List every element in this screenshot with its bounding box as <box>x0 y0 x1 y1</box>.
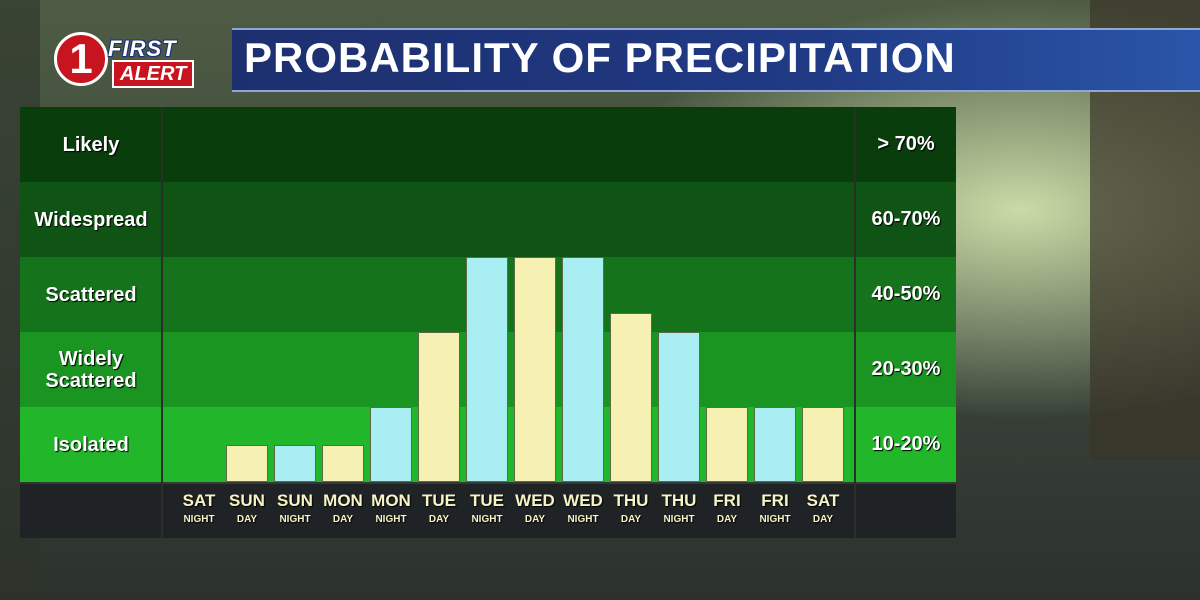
logo-number: 1 <box>69 35 93 82</box>
band-widespread <box>20 182 956 257</box>
tick-label-period: NIGHT <box>663 514 695 525</box>
bar-sun-night <box>274 444 316 482</box>
tick-label-period: DAY <box>812 514 834 525</box>
tick-label-period: NIGHT <box>759 514 791 525</box>
tick-label-day: TUE <box>422 491 456 510</box>
tick-label-period: NIGHT <box>183 514 215 525</box>
tick-label-period: DAY <box>332 514 354 525</box>
chart-bars: SAT NIGHT SUN DAY SUN NIGHT MON DAY MON NIGHT TUE D… <box>20 107 956 538</box>
tick-label-day: FRI <box>713 491 741 510</box>
tick-label-day: TUE <box>470 491 504 510</box>
tick-label-period: DAY <box>524 514 546 525</box>
first-alert-logo: 1 FIRST ALERT <box>52 30 220 90</box>
bar-fri-day <box>706 407 748 482</box>
tick-label-period: NIGHT <box>375 514 407 525</box>
bar-sat-day <box>802 407 844 482</box>
tick-label-day: SAT <box>182 491 216 510</box>
tick-label-period: DAY <box>716 514 738 525</box>
bar-tue-night <box>466 257 508 482</box>
tick-label-period: NIGHT <box>471 514 503 525</box>
tick-label-day: SUN <box>229 491 265 510</box>
tick-label-period: NIGHT <box>567 514 599 525</box>
band-label: Widespread <box>34 208 148 231</box>
tick-label-day: MON <box>323 491 363 510</box>
bar-thu-night <box>658 332 700 482</box>
left-divider <box>161 107 163 538</box>
bar-wed-day <box>514 257 556 482</box>
tick-label-day: THU <box>613 491 649 510</box>
band-range: 60-70% <box>871 208 941 230</box>
logo-word-alert: ALERT <box>112 60 195 88</box>
tick-label-period: DAY <box>428 514 450 525</box>
tick-label-day: WED <box>515 491 555 510</box>
tick-label-day: WED <box>563 491 603 510</box>
tick-label-period: NIGHT <box>279 514 311 525</box>
tick-label-period: DAY <box>236 514 258 525</box>
page-title: PROBABILITY OF PRECIPITATION <box>244 34 956 81</box>
right-divider <box>854 107 856 538</box>
bar-fri-night <box>754 407 796 482</box>
tick-label-day: SAT <box>806 491 840 510</box>
logo-circle <box>54 32 108 86</box>
band-range: 20-30% <box>871 358 941 380</box>
band-label: Isolated <box>53 433 129 456</box>
band-likely <box>20 107 956 182</box>
x-axis <box>20 484 956 538</box>
band-range: 10-20% <box>871 433 941 455</box>
band-range: 40-50% <box>871 283 941 305</box>
tick-label-day: FRI <box>761 491 789 510</box>
band-label: Likely <box>62 133 120 156</box>
band-label: Widely Scattered <box>45 347 137 392</box>
tick-label-period: DAY <box>620 514 642 525</box>
band-label: Scattered <box>45 283 137 306</box>
bar-mon-night <box>370 407 412 482</box>
logo-word-first: FIRST <box>108 36 177 61</box>
bar-thu-day <box>610 313 652 482</box>
bar-wed-night <box>562 257 604 482</box>
title-banner: PROBABILITY OF PRECIPITATION <box>232 28 1200 92</box>
band-range: > 70% <box>877 133 935 155</box>
bar-mon-day <box>322 444 364 482</box>
bar-tue-day <box>418 332 460 482</box>
tick-label-day: MON <box>371 491 411 510</box>
bar-sun-day <box>226 444 268 482</box>
tick-label-day: THU <box>661 491 697 510</box>
precipitation-chart: Isolated 10-20% Widely Scattered 20-30% Scat… <box>20 107 956 538</box>
tick-label-day: SUN <box>277 491 313 510</box>
